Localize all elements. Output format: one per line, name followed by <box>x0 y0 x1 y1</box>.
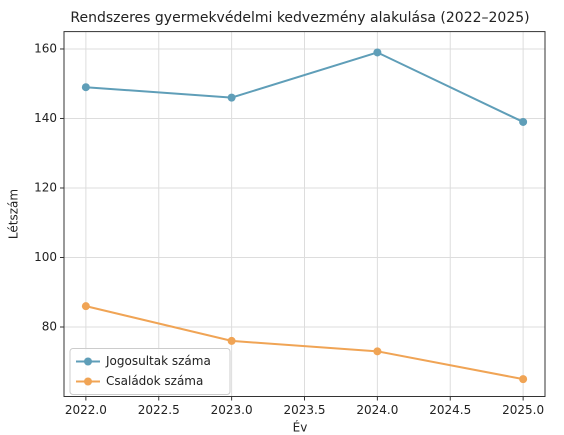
x-tick-label: 2023.5 <box>284 403 326 417</box>
chart-title: Rendszeres gyermekvédelmi kedvezmény ala… <box>70 10 529 26</box>
data-point <box>227 336 236 345</box>
y-tick-label: 80 <box>42 319 57 333</box>
y-tick-label: 160 <box>34 41 57 55</box>
y-tick-label: 120 <box>34 180 57 194</box>
legend-box <box>69 348 231 395</box>
x-axis-label: Év <box>293 420 308 435</box>
x-tick-label: 2023.0 <box>211 403 253 417</box>
y-axis-label: Létszám <box>7 189 21 239</box>
data-point <box>373 347 382 356</box>
legend-label: Jogosultak száma <box>105 354 211 368</box>
series-line <box>85 305 524 381</box>
plot-frame <box>63 31 546 397</box>
x-tick-label: 2022.5 <box>138 403 180 417</box>
data-point <box>81 83 90 92</box>
x-tick-label: 2024.0 <box>356 403 398 417</box>
data-point <box>519 375 528 384</box>
x-tick-label: 2025.0 <box>502 403 544 417</box>
data-point <box>81 302 90 311</box>
y-tick-label: 100 <box>34 250 57 264</box>
x-tick-label: 2022.0 <box>65 403 107 417</box>
x-tick-label: 2024.5 <box>429 403 471 417</box>
data-point <box>373 48 382 57</box>
legend-label: Családok száma <box>106 374 203 388</box>
y-tick-label: 140 <box>34 111 57 125</box>
data-point <box>519 117 528 126</box>
series-line <box>85 51 524 123</box>
legend-marker <box>84 357 92 366</box>
legend-marker <box>84 377 92 386</box>
data-point <box>227 93 236 102</box>
